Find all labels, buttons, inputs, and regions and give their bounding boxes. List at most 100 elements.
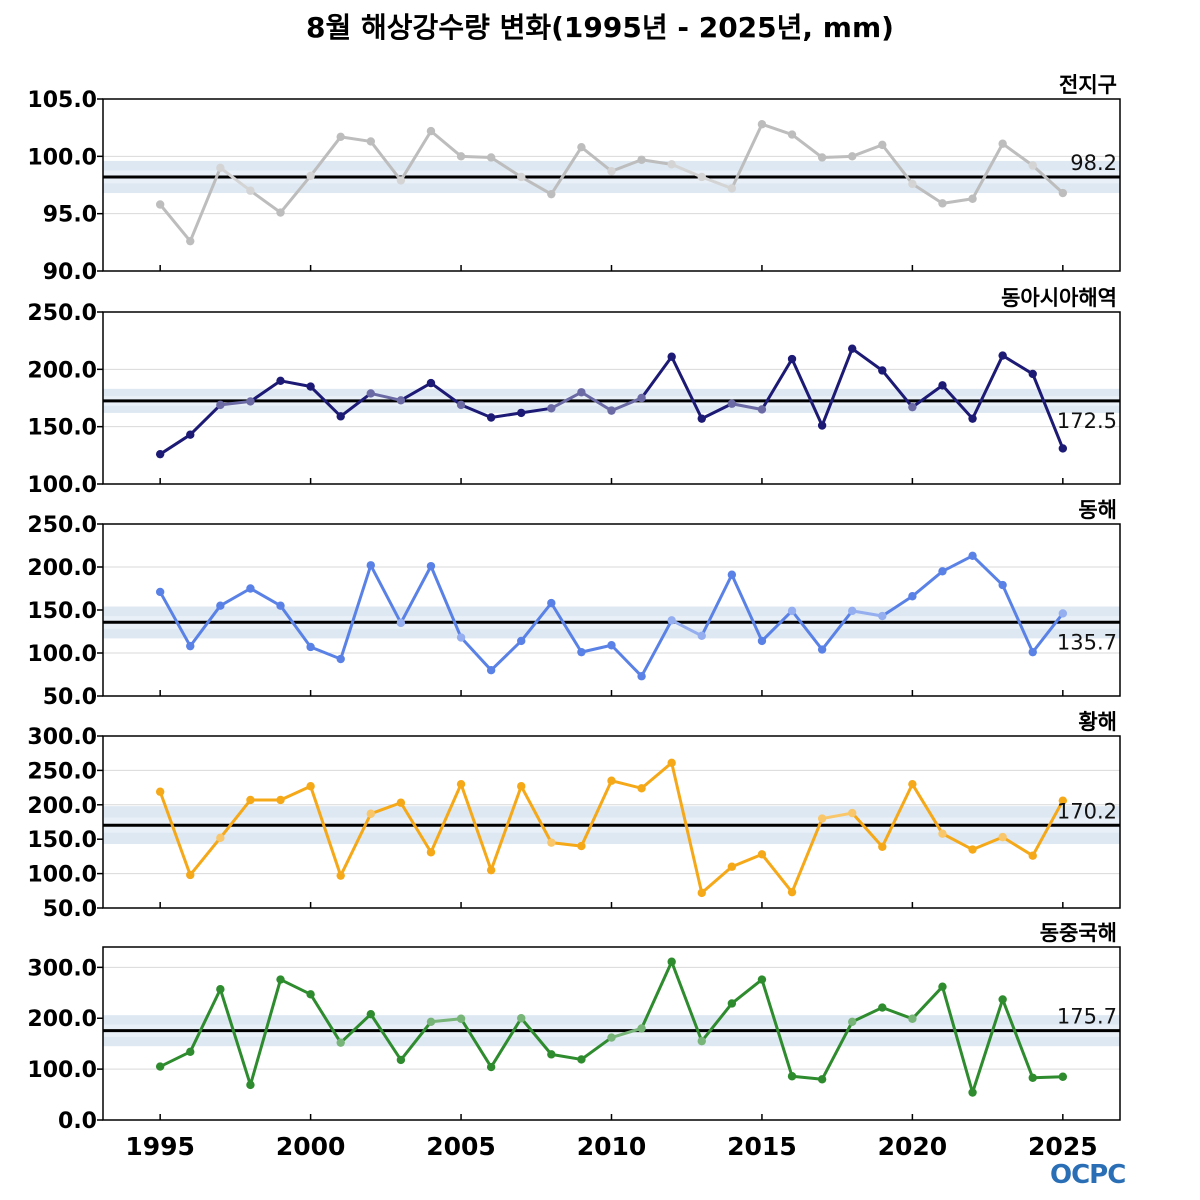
data-point <box>1058 796 1068 805</box>
data-point <box>336 412 345 421</box>
series-segment <box>790 357 824 428</box>
series-segment <box>339 391 373 418</box>
series-segment <box>429 129 463 158</box>
data-point <box>186 641 195 651</box>
y-tick-label: 50.0 <box>43 685 97 710</box>
data-point <box>787 1072 797 1081</box>
series-segment <box>1031 1075 1065 1080</box>
y-tick-label: 95.0 <box>43 203 97 228</box>
data-point <box>727 399 737 408</box>
series-segment <box>188 604 222 648</box>
series-segment <box>971 554 1005 587</box>
data-point <box>727 999 737 1008</box>
data-point <box>817 814 827 823</box>
data-point <box>787 354 797 364</box>
data-point <box>878 842 887 851</box>
data-point <box>396 798 406 807</box>
data-point <box>155 787 165 796</box>
series-segment <box>369 391 403 402</box>
data-point <box>637 155 646 164</box>
series-3 <box>155 551 1068 681</box>
data-point <box>577 388 586 397</box>
y-tick-label: 200.0 <box>27 1007 97 1032</box>
data-point <box>517 782 526 791</box>
series-segment <box>459 782 493 872</box>
y-tick-label: 200.0 <box>27 794 97 819</box>
data-point <box>878 611 887 621</box>
chart-title: 8월 해상강수량 변화(1995년 - 2025년, mm) <box>306 11 894 44</box>
data-point <box>456 152 466 161</box>
series-segment <box>459 636 493 672</box>
series-segment <box>369 563 403 625</box>
series-segment <box>158 433 192 456</box>
series-segment <box>339 1012 373 1045</box>
series-segment <box>459 403 493 419</box>
data-point <box>216 833 225 843</box>
data-point <box>757 405 767 414</box>
series-segment <box>640 355 674 400</box>
series-segment <box>218 399 252 407</box>
series-segment <box>850 811 884 849</box>
series-segment <box>730 852 764 869</box>
data-point <box>908 592 917 601</box>
data-point <box>787 130 797 139</box>
data-point <box>727 570 737 579</box>
data-point <box>637 1024 646 1033</box>
series-segment <box>700 1001 734 1043</box>
data-point <box>246 1080 255 1090</box>
series-segment <box>549 390 583 410</box>
y-tick-label: 200.0 <box>27 358 97 383</box>
data-point <box>486 413 496 422</box>
data-point <box>848 606 857 616</box>
data-point <box>998 580 1007 590</box>
mean-value-label: 170.2 <box>1057 799 1117 823</box>
data-point <box>1028 647 1037 657</box>
series-segment <box>1001 142 1035 168</box>
series-segment <box>248 978 283 1087</box>
data-point <box>1028 369 1037 379</box>
data-point <box>607 641 616 650</box>
data-point <box>186 1047 195 1057</box>
y-tick-label: 150.0 <box>27 828 97 853</box>
data-point <box>938 982 947 991</box>
data-point <box>637 672 646 681</box>
data-point <box>757 850 767 859</box>
data-point <box>216 400 225 410</box>
series-segment <box>971 142 1005 201</box>
series-segment <box>369 139 403 182</box>
data-point <box>456 779 466 789</box>
series-segment <box>429 564 463 640</box>
series-segment <box>670 355 704 421</box>
y-tick-label: 100.0 <box>27 863 97 888</box>
series-segment <box>579 145 613 173</box>
series-segment <box>940 383 975 421</box>
data-point <box>968 1088 977 1097</box>
series-segment <box>820 1020 854 1081</box>
data-point <box>426 1017 436 1026</box>
x-tick-label: 1995 <box>125 1132 195 1161</box>
series-segment <box>700 865 734 895</box>
data-point <box>817 645 827 654</box>
data-point <box>336 654 345 664</box>
y-tick-label: 300.0 <box>27 956 97 981</box>
data-point <box>426 561 436 571</box>
series-segment <box>369 1012 403 1062</box>
data-point <box>426 126 436 136</box>
data-point <box>246 584 255 593</box>
series-segment <box>971 997 1005 1095</box>
y-tick-label: 150.0 <box>27 416 97 441</box>
data-point <box>848 344 857 353</box>
series-segment <box>489 1016 523 1069</box>
series-segment <box>429 1017 463 1024</box>
data-point <box>697 172 706 182</box>
series-segment <box>579 390 613 413</box>
data-point <box>848 152 857 161</box>
data-point <box>366 1009 375 1019</box>
y-tick-label: 250.0 <box>27 759 97 784</box>
series-segment <box>940 985 975 1095</box>
data-point <box>968 194 977 203</box>
series-segment <box>640 158 674 166</box>
series-segment <box>760 852 794 894</box>
series-segment <box>399 381 433 402</box>
series-2 <box>155 344 1068 459</box>
